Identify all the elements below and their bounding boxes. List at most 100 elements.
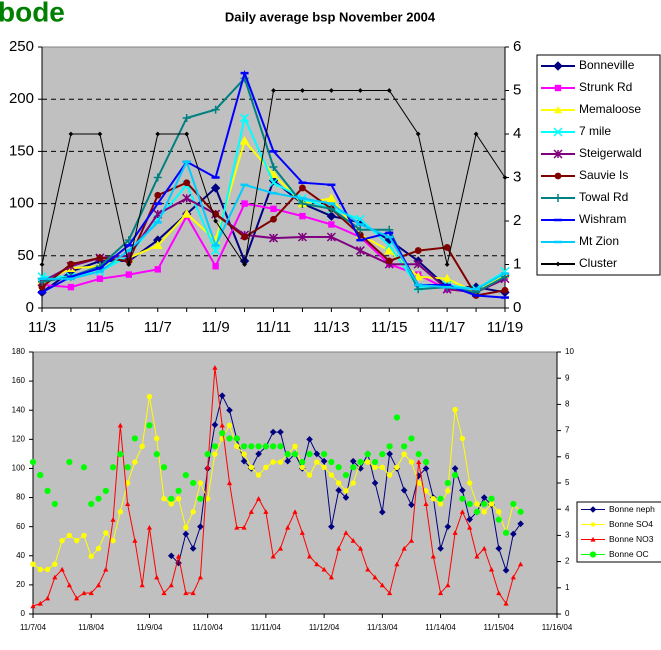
marker [481,500,488,508]
marker [182,113,191,122]
legend-label: Wishram [579,212,626,226]
marker [218,392,226,399]
marker [66,532,73,539]
x-tick-label: 11/7/04 [20,623,47,632]
y-tick-label: 0 [21,609,26,618]
marker [480,494,488,501]
marker [343,530,349,535]
legend-label: Steigerwald [579,146,642,160]
marker [292,443,298,450]
marker [182,530,190,538]
marker [139,582,145,588]
marker [408,538,415,543]
marker [554,84,562,92]
marker [473,131,479,137]
marker [270,215,277,223]
marker [271,88,276,93]
marker [444,262,450,267]
marker [459,509,465,514]
marker [277,545,284,551]
marker [38,283,46,291]
marker [451,465,459,472]
marker [277,428,284,436]
marker [131,435,139,442]
x-tick-label: 11/7 [144,319,172,336]
y2-tick-label: 7 [565,426,570,435]
marker [384,245,395,255]
marker [459,495,466,502]
marker [357,458,364,466]
marker [66,582,72,588]
marker [321,566,327,572]
marker [501,286,509,294]
marker [81,532,87,539]
legend-label: Sauvie Is [579,168,628,182]
marker [335,464,342,471]
marker [52,561,58,567]
legend-label: Cluster [579,256,617,270]
y-tick-label: 50 [17,247,34,264]
marker [197,480,204,486]
marker [175,487,182,494]
marker [212,451,218,457]
marker [553,127,563,137]
marker [590,522,596,527]
marker [51,500,58,508]
marker [263,509,269,514]
marker [95,545,102,552]
marker [496,509,502,515]
marker [372,574,378,580]
marker [277,459,284,465]
marker [335,480,342,486]
y-tick-label: 160 [12,376,26,385]
x-tick-label: 11/3 [28,319,56,336]
marker [299,184,306,192]
marker [306,472,313,478]
heading-fragment: bode [0,0,65,27]
marker [496,590,502,596]
marker [299,530,305,535]
y-tick-label: 20 [16,580,25,589]
marker [81,590,87,596]
marker [298,199,307,208]
marker [292,509,298,514]
marker [190,509,196,515]
marker [212,365,218,370]
y-tick-label: 140 [12,405,26,414]
y2-tick-label: 1 [513,255,521,272]
marker [240,443,248,450]
marker [197,495,204,502]
marker [387,590,393,596]
marker [248,443,255,450]
marker [503,600,509,606]
marker [205,464,211,470]
marker [415,131,421,137]
y-tick-label: 200 [9,90,34,107]
marker [241,200,248,207]
x-tick-label: 11/5 [86,319,114,336]
marker [481,545,487,551]
marker [30,561,36,567]
marker [88,553,94,560]
marker [155,131,161,137]
y2-tick-label: 3 [565,531,570,540]
marker [226,422,233,429]
marker [44,487,51,494]
marker [153,173,162,182]
marker [268,169,279,179]
marker [189,479,197,487]
marker [451,472,459,479]
y2-tick-label: 6 [565,452,570,461]
marker [502,567,510,574]
marker [555,261,561,267]
marker [182,193,192,203]
marker [442,273,452,283]
marker [437,501,444,507]
marker [357,88,363,93]
marker [30,603,36,609]
marker [372,464,378,470]
marker [415,451,422,458]
y2-tick-label: 10 [565,347,574,356]
marker [168,582,174,588]
y-tick-label: 100 [12,464,26,473]
